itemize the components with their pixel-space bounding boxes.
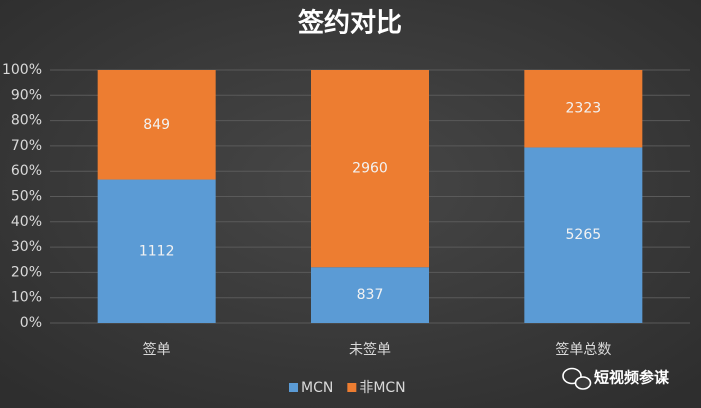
chart-title: 签约对比 (298, 8, 402, 39)
y-tick-label: 30% (11, 239, 42, 255)
legend-label: 非MCN (359, 380, 405, 396)
bar-segment (97, 179, 216, 323)
data-label: 5265 (566, 227, 602, 243)
y-tick-label: 40% (11, 214, 42, 230)
x-tick-label: 未签单 (349, 341, 391, 358)
bar-segment (311, 267, 429, 323)
bar-segment (311, 70, 429, 268)
data-label: 2323 (566, 101, 602, 117)
legend-swatch (347, 383, 357, 392)
y-tick-label: 50% (11, 189, 42, 205)
y-tick-label: 100% (2, 62, 42, 78)
watermark: 短视频参谋 (594, 369, 670, 387)
watermark-icon (562, 367, 592, 390)
legend-swatch (289, 383, 298, 392)
data-label: 849 (143, 117, 170, 133)
y-tick-label: 60% (11, 163, 42, 179)
data-label: 2960 (352, 161, 388, 177)
y-tick-label: 10% (11, 290, 42, 306)
legend-label: MCN (301, 380, 333, 396)
x-tick-label: 签单总数 (555, 341, 611, 358)
bar-segment (524, 70, 643, 148)
data-label: 1112 (139, 243, 175, 259)
bar-segment (97, 70, 216, 180)
bar-segment (524, 147, 643, 323)
y-tick-label: 20% (11, 264, 42, 280)
y-tick-label: 0% (20, 315, 42, 331)
y-tick-label: 70% (11, 138, 42, 154)
x-tick-label: 签单 (143, 341, 171, 358)
data-label: 837 (357, 287, 384, 303)
y-tick-label: 80% (11, 113, 42, 129)
y-tick-label: 90% (11, 87, 42, 103)
